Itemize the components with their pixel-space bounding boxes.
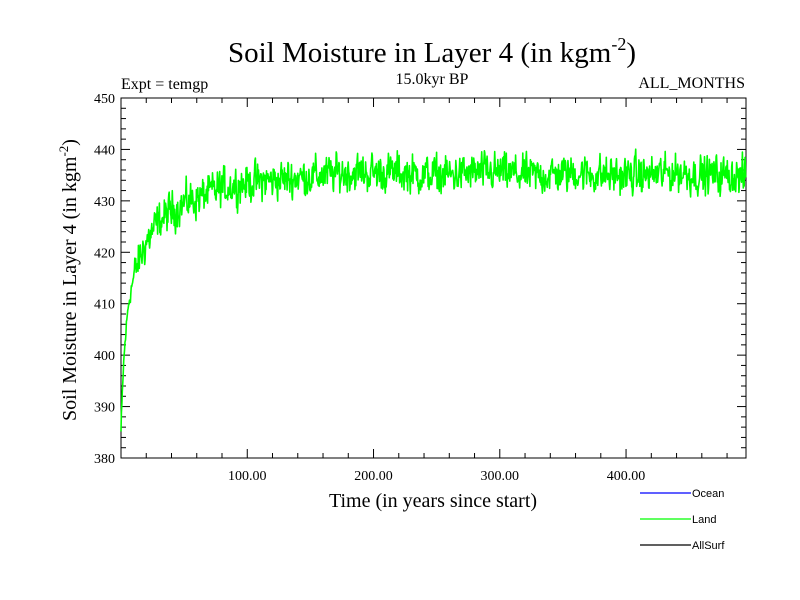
- legend-label-ocean: Ocean: [692, 488, 724, 500]
- x-tick-label: 200.00: [354, 469, 393, 484]
- x-axis-label: Time (in years since start): [329, 490, 537, 512]
- legend: Ocean Land AllSurf: [640, 488, 725, 552]
- chart-title: Soil Moisture in Layer 4 (in kgm-2): [228, 34, 636, 69]
- x-tick-label: 300.00: [481, 469, 520, 484]
- legend-label-allsurf: AllSurf: [692, 540, 725, 552]
- y-tick-label: 390: [94, 401, 115, 416]
- y-axis-label: Soil Moisture in Layer 4 (in kgm-2): [56, 139, 81, 421]
- y-axis-ticks: [121, 97, 746, 459]
- x-axis-tick-labels: 100.00 200.00 300.00 400.00: [228, 469, 645, 484]
- plot-frame: [120, 97, 747, 459]
- y-tick-label: 380: [94, 452, 115, 467]
- y-axis-tick-labels: 380 390 400 410 420 430 440 450: [94, 92, 115, 467]
- y-tick-label: 430: [94, 195, 115, 210]
- series-line-land: [120, 148, 747, 432]
- experiment-caption: Expt = temgp: [121, 76, 208, 93]
- series-group: [120, 148, 747, 432]
- y-tick-label: 420: [94, 246, 115, 261]
- legend-label-land: Land: [692, 514, 716, 526]
- x-axis-ticks: [145, 98, 728, 458]
- y-tick-label: 450: [94, 92, 115, 107]
- period-caption: 15.0kyr BP: [396, 71, 469, 88]
- x-tick-label: 100.00: [228, 469, 267, 484]
- y-tick-label: 410: [94, 298, 115, 313]
- x-tick-label: 400.00: [607, 469, 646, 484]
- y-tick-label: 400: [94, 349, 115, 364]
- months-caption: ALL_MONTHS: [638, 75, 745, 92]
- y-tick-label: 440: [94, 143, 115, 158]
